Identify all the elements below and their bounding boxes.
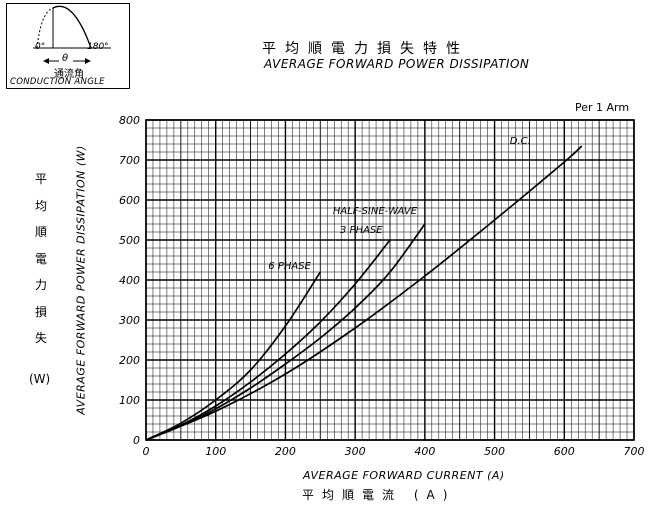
waveform-conducting-arc xyxy=(52,5,92,49)
chart-title-jp: 平均順電力損失特性 xyxy=(262,41,469,57)
x-axis-label-jp: 平均順電流 (A) xyxy=(302,488,456,502)
theta-arrowhead-right xyxy=(85,58,91,64)
series-label: HALF-SINE-WAVE xyxy=(333,206,418,217)
series-label: 6 PHASE xyxy=(268,261,311,272)
series-label: D.C. xyxy=(510,136,531,147)
y-tick-label: 700 xyxy=(119,154,140,167)
x-axis-label-en: AVERAGE FORWARD CURRENT (A) xyxy=(303,469,505,482)
y-tick-label: 500 xyxy=(119,234,140,247)
y-tick-label: 600 xyxy=(119,194,140,207)
y-tick-label: 0 xyxy=(133,434,140,447)
x-tick-label: 700 xyxy=(624,445,645,458)
series-line-3 xyxy=(145,145,583,441)
series-line-0 xyxy=(145,271,322,441)
series-label: 3 PHASE xyxy=(340,225,383,236)
x-tick-label: 200 xyxy=(275,445,296,458)
y-axis-label-jp: 平均順電力損失 xyxy=(34,172,47,345)
y-tick-label: 200 xyxy=(119,354,140,367)
grid xyxy=(145,119,635,441)
x-tick-label: 500 xyxy=(484,445,505,458)
series-labels: 6 PHASE 3 PHASE HALF-SINE-WAVE D.C. xyxy=(268,136,530,272)
theta-label: θ xyxy=(62,53,69,64)
plot-frame xyxy=(145,119,635,441)
series-curves xyxy=(145,145,583,441)
conduction-angle-box: 0° 180° θ 通流角 CONDUCTION ANGLE xyxy=(6,3,130,89)
y-tick-label: 800 xyxy=(119,114,140,127)
theta-arrowhead-left xyxy=(43,58,49,64)
x-tick-label: 0 xyxy=(143,445,150,458)
deg-180-label: 180° xyxy=(87,42,109,52)
y-tick-label: 400 xyxy=(119,274,140,287)
conduction-angle-en: CONDUCTION ANGLE xyxy=(10,77,105,87)
y-tick-label: 100 xyxy=(119,394,140,407)
x-tick-label: 400 xyxy=(414,445,435,458)
y-axis-unit-jp: (W) xyxy=(29,372,51,386)
conduction-angle-diagram xyxy=(33,5,111,64)
deg-0-label: 0° xyxy=(35,42,46,52)
y-tick-label: 300 xyxy=(119,314,140,327)
per-arm-note: Per 1 Arm xyxy=(575,101,630,114)
x-tick-label: 600 xyxy=(554,445,575,458)
waveform-dashed-rise xyxy=(36,7,54,49)
x-tick-label: 300 xyxy=(345,445,366,458)
tick-labels: 0 100 200 300 400 500 600 700 0 100 200 300 400 500 60… xyxy=(119,114,645,458)
chart-title-en: AVERAGE FORWARD POWER DISSIPATION xyxy=(264,57,530,71)
x-tick-label: 100 xyxy=(205,445,226,458)
conduction-angle-jp: 通流角 xyxy=(54,69,84,80)
